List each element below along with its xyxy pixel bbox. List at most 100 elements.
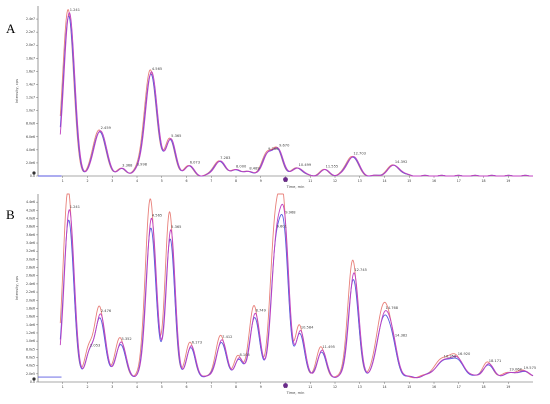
x-tick-label: 18	[481, 385, 485, 389]
y-tick-label: 2.4e7	[26, 17, 35, 21]
peak-label: 4.565	[152, 213, 162, 217]
y-tick-label: 0.0	[30, 174, 35, 178]
peak-label: 8.000	[236, 165, 247, 169]
origin-marker-dot	[32, 377, 36, 381]
x-tick-label: 1	[62, 179, 64, 183]
chromatogram-panel-a: 0.0 2.0e6 4.0e6 6.0e6 8.0e6 1.0e7 1.2e7 1.4e7 1.…	[15, 6, 533, 189]
peak-label: 3.368	[122, 163, 133, 167]
peak-label: 10.499	[299, 163, 312, 167]
peak-label: 18.171	[489, 359, 502, 363]
x-tick-label: 5	[161, 179, 163, 183]
y-tick-label: 2.2e7	[26, 30, 35, 34]
series-line	[59, 193, 534, 379]
x-tick-label: 14	[382, 179, 386, 183]
x-tick-label: 14	[382, 385, 386, 389]
y-tick-label: 1.8e6	[26, 306, 35, 310]
y-tick-label: 1.4e6	[26, 323, 35, 327]
x-tick-label: 18	[481, 179, 485, 183]
time-marker-dot	[283, 177, 288, 182]
y-tick-label: 0.0	[30, 380, 35, 384]
y-tick-label: 3.0e6	[26, 257, 35, 261]
y-tick-label: 8.0e6	[26, 122, 35, 126]
peak-label: 5.365	[171, 134, 181, 138]
y-tick-label: 1.2e6	[26, 331, 35, 335]
panel-label-a: A	[6, 21, 16, 36]
peak-label: 9.670	[279, 143, 290, 147]
x-tick-label: 4	[136, 385, 138, 389]
peak-label: 14.768	[386, 306, 399, 310]
x-tick-label: 13	[358, 385, 362, 389]
series-line	[59, 12, 533, 177]
origin-marker-dot	[32, 171, 36, 175]
y-tick-label: 2.4e6	[26, 282, 35, 286]
x-tick-label: 2	[86, 179, 88, 183]
y-axis-title: Intensity, cps	[15, 276, 19, 300]
y-tick-label: 2.0e7	[26, 43, 35, 47]
peak-label: 19.068	[509, 368, 522, 372]
y-tick-label: 2.2e6	[26, 290, 35, 294]
peak-label: 9.266	[268, 147, 279, 151]
y-tick-label: 3.6e6	[26, 233, 35, 237]
x-tick-label: 19	[506, 385, 510, 389]
peak-label: 7.412	[222, 335, 232, 339]
x-tick-label: 17	[457, 179, 461, 183]
y-tick-label: 4.0e6	[26, 148, 35, 152]
y-tick-label: 2.0e5	[26, 372, 35, 376]
peak-label: 3.998	[137, 162, 148, 166]
panel-label-b: B	[6, 207, 15, 222]
x-tick-label: 12	[333, 385, 337, 389]
y-tick-label: 1.4e7	[26, 82, 35, 86]
y-axis-title: Intensity, cps	[15, 79, 19, 103]
x-tick-label: 19	[506, 179, 510, 183]
x-tick-label: 15	[407, 179, 411, 183]
peak-label: 16.920	[458, 352, 471, 356]
y-tick-label: 6.0e5	[26, 355, 35, 359]
y-tick-label: 2.0e6	[26, 298, 35, 302]
peak-label: 2.053	[90, 343, 100, 347]
y-tick-label: 2.8e6	[26, 266, 35, 270]
x-tick-label: 7	[210, 385, 212, 389]
y-tick-label: 3.4e6	[26, 241, 35, 245]
y-tick-label: 3.2e6	[26, 249, 35, 253]
peak-label: 12.745	[354, 268, 367, 272]
y-tick-label: 1.6e7	[26, 69, 35, 73]
x-tick-label: 5	[161, 385, 163, 389]
peak-label: 8.489	[249, 166, 260, 170]
x-tick-label: 1	[62, 385, 64, 389]
peak-label: 5.365	[171, 225, 181, 229]
peak-label: 14.392	[395, 160, 408, 164]
x-tick-label: 11	[308, 179, 312, 183]
y-tick-label: 2.6e6	[26, 274, 35, 278]
x-tick-label: 11	[308, 385, 312, 389]
peak-label: 11.495	[322, 345, 335, 349]
y-tick-label: 1.8e7	[26, 56, 35, 60]
y-tick-label: 6.0e6	[26, 135, 35, 139]
time-marker-dot	[283, 383, 288, 388]
x-tick-label: 3	[111, 179, 113, 183]
y-tick-label: 1.2e7	[26, 96, 35, 100]
x-tick-label: 15	[407, 385, 411, 389]
peak-label: 19.575	[524, 366, 537, 370]
y-tick-label: 3.8e6	[26, 225, 35, 229]
x-tick-label: 8	[235, 385, 237, 389]
peak-label: 1.241	[70, 8, 80, 12]
y-tick-label: 1.0e6	[26, 339, 35, 343]
y-tick-label: 4.2e6	[26, 208, 35, 212]
peak-label: 8.105	[239, 353, 249, 357]
peak-label: 12.703	[353, 152, 366, 156]
y-tick-label: 2.0e6	[26, 161, 35, 165]
x-axis-title: Time, min	[286, 391, 305, 395]
x-tick-label: 3	[111, 385, 113, 389]
x-axis-title: Time, min	[286, 185, 305, 189]
peak-label: 3.352	[121, 337, 131, 341]
chromatogram-panel-b: 0.0 2.0e5 4.0e5 6.0e5 8.0e5 1.0e6 1.2e6 1.4e6 1.…	[15, 193, 537, 395]
x-tick-label: 12	[333, 179, 337, 183]
x-tick-label: 8	[235, 179, 237, 183]
x-tick-label: 16	[432, 385, 436, 389]
peak-label: 4.565	[152, 67, 162, 71]
series-line	[59, 203, 534, 379]
y-tick-label: 8.0e5	[26, 347, 35, 351]
x-tick-label: 4	[136, 179, 138, 183]
y-tick-label: 1.6e6	[26, 315, 35, 319]
